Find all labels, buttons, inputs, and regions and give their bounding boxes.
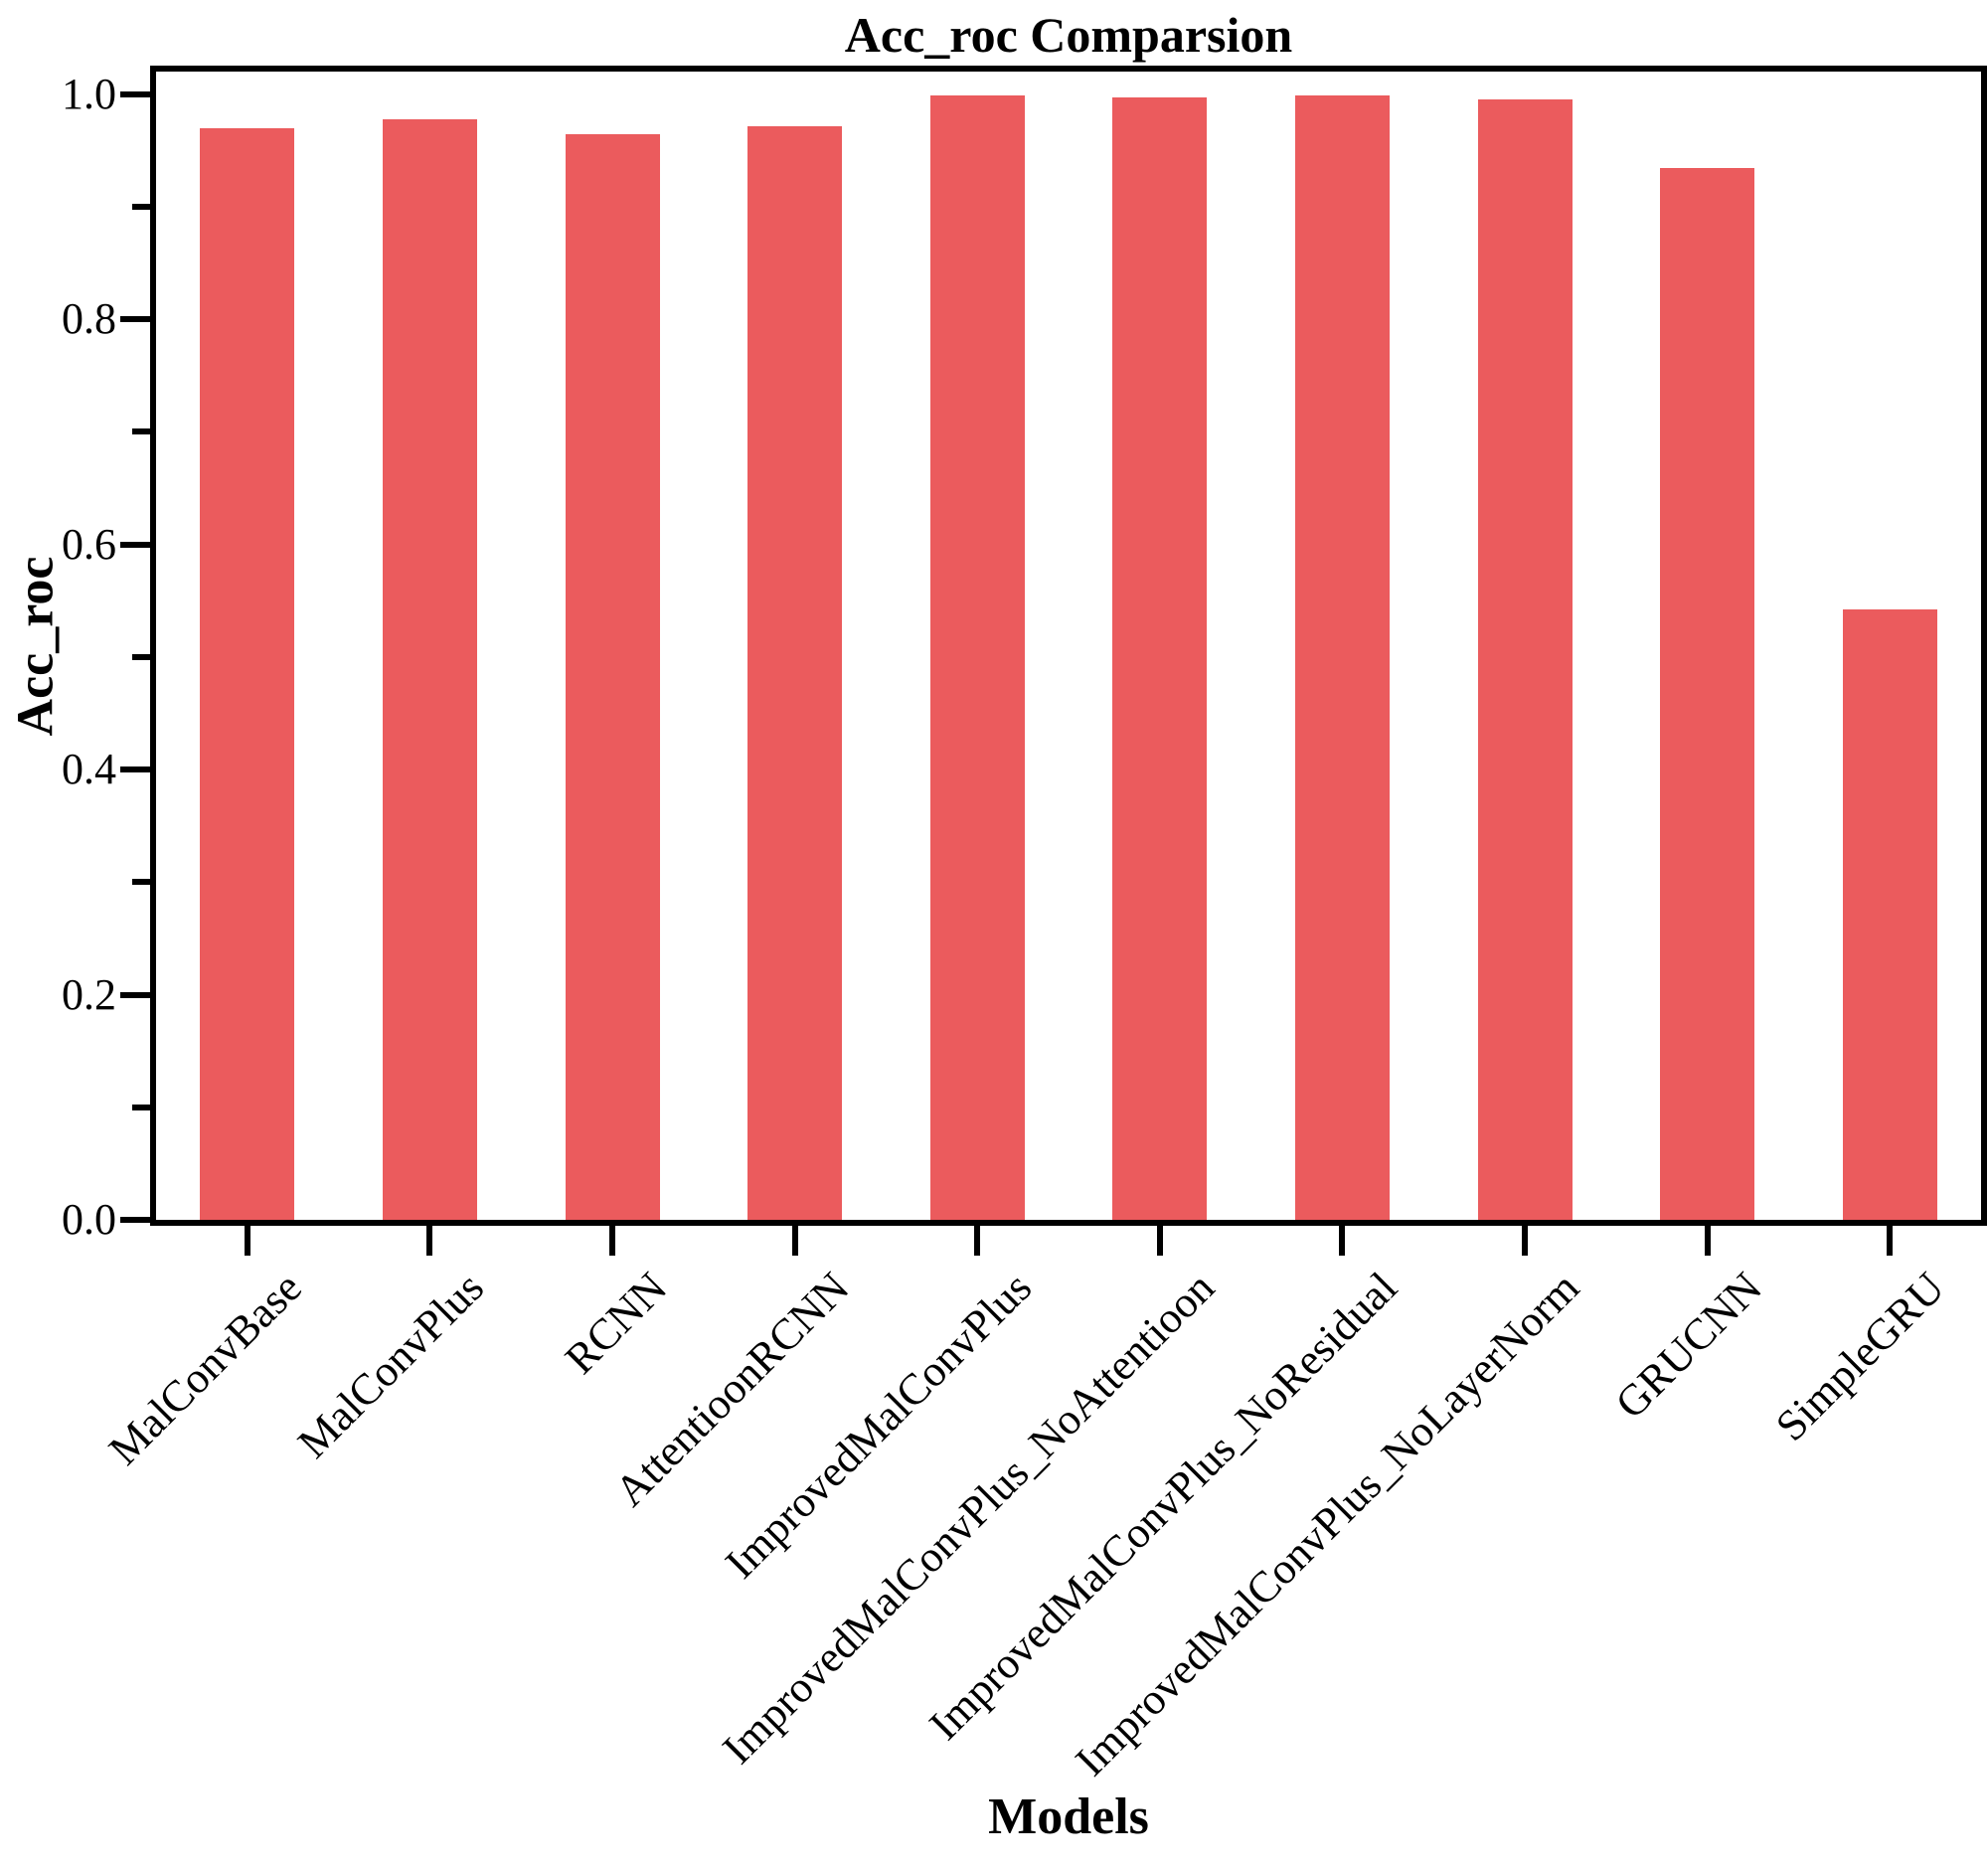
bar-improvedmalconvplus-nolayernorm [1477, 99, 1573, 1220]
y-minor-tick [132, 428, 150, 435]
y-major-tick [120, 991, 150, 998]
x-major-tick [1339, 1226, 1346, 1256]
x-major-tick [244, 1226, 250, 1256]
y-tick-label: 1.0 [62, 69, 116, 118]
bar-attentioonrcnn [747, 126, 843, 1220]
y-major-tick [120, 541, 150, 548]
chart-title: Acc_roc Comparsion [844, 7, 1293, 63]
bar-grucnn [1660, 168, 1755, 1220]
bar-improvedmalconvplus-noattentioon [1112, 97, 1208, 1220]
x-major-tick [1887, 1226, 1894, 1256]
y-tick-label: 0.4 [62, 745, 116, 794]
x-major-tick [791, 1226, 798, 1256]
x-tick-label-malconvbase: MalConvBase [99, 1263, 311, 1474]
x-major-tick [609, 1226, 615, 1256]
y-axis-label: Acc_roc [7, 556, 65, 737]
y-major-tick [120, 766, 150, 773]
x-major-tick [1156, 1226, 1163, 1256]
x-major-tick [426, 1226, 433, 1256]
bar-rcnn [565, 134, 660, 1220]
y-minor-tick [132, 203, 150, 210]
y-major-tick [120, 1217, 150, 1223]
x-major-tick [1704, 1226, 1711, 1256]
x-tick-label-grucnn: GRUCNN [1605, 1263, 1771, 1429]
y-tick-label: 0.0 [62, 1195, 116, 1244]
bar-improvedmalconvplus [929, 94, 1025, 1220]
x-axis-label: Models [988, 1788, 1149, 1845]
x-tick-label-rcnn: RCNN [555, 1263, 676, 1384]
x-major-tick [974, 1226, 981, 1256]
y-minor-tick [132, 1104, 150, 1110]
y-tick-label: 0.6 [62, 519, 116, 569]
bar-malconvplus [382, 118, 477, 1220]
y-minor-tick [132, 879, 150, 886]
bar-simplegru [1842, 609, 1937, 1220]
x-tick-label-malconvplus: MalConvPlus [288, 1263, 494, 1468]
y-tick-label: 0.2 [62, 969, 116, 1019]
y-major-tick [120, 90, 150, 97]
bar-improvedmalconvplus-noresidual [1294, 94, 1390, 1220]
y-tick-label: 0.8 [62, 294, 116, 344]
x-tick-label-improvedmalconvplus: ImprovedMalConvPlus [716, 1263, 1042, 1589]
x-major-tick [1522, 1226, 1528, 1256]
bar-malconvbase [200, 127, 295, 1220]
x-tick-label-simplegru: SimpleGRU [1765, 1263, 1954, 1450]
y-major-tick [120, 316, 150, 323]
y-minor-tick [132, 653, 150, 660]
